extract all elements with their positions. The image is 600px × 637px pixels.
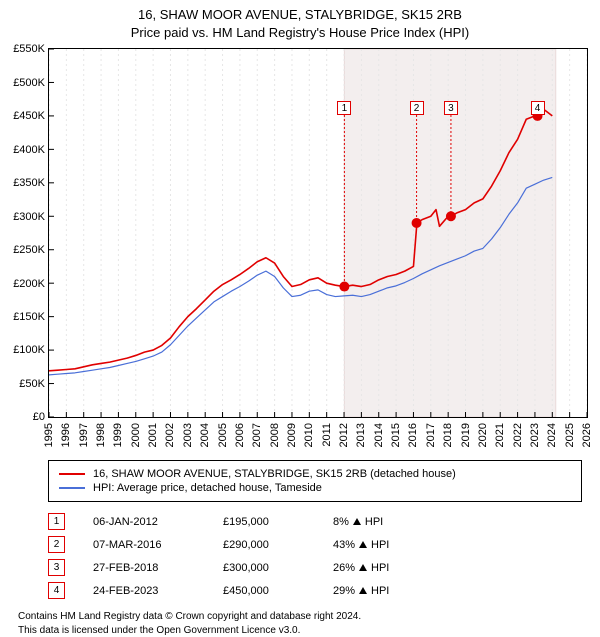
x-axis-label: 2026 (581, 417, 593, 447)
x-axis-label: 2006 (234, 417, 246, 447)
x-axis-label: 2015 (390, 417, 402, 447)
legend-swatch-blue (59, 487, 85, 489)
arrow-up-icon (359, 541, 367, 548)
sale-diff-pct: 43% (333, 539, 355, 551)
arrow-up-icon (353, 518, 361, 525)
legend-row: 16, SHAW MOOR AVENUE, STALYBRIDGE, SK15 … (59, 467, 571, 481)
y-axis-label: £550K (13, 43, 45, 55)
sale-date: 27-FEB-2018 (93, 562, 223, 574)
footer-line: This data is licensed under the Open Gov… (18, 624, 582, 637)
y-axis-label: £400K (13, 144, 45, 156)
header-address: 16, SHAW MOOR AVENUE, STALYBRIDGE, SK15 … (0, 6, 600, 24)
sale-price: £290,000 (223, 539, 333, 551)
sale-date: 24-FEB-2023 (93, 585, 223, 597)
y-axis-label: £50K (19, 378, 45, 390)
sale-marker-box: 3 (444, 101, 458, 115)
sale-number-box: 1 (48, 513, 65, 530)
sale-price: £450,000 (223, 585, 333, 597)
x-axis-label: 2002 (164, 417, 176, 447)
y-axis-label: £350K (13, 177, 45, 189)
x-axis-label: 2004 (199, 417, 211, 447)
arrow-up-icon (359, 587, 367, 594)
arrow-up-icon (359, 564, 367, 571)
legend-label: 16, SHAW MOOR AVENUE, STALYBRIDGE, SK15 … (93, 468, 456, 480)
chart-legend: 16, SHAW MOOR AVENUE, STALYBRIDGE, SK15 … (48, 460, 582, 502)
table-row: 3 27-FEB-2018 £300,000 26% HPI (48, 556, 582, 579)
x-axis-label: 2020 (477, 417, 489, 447)
y-axis-label: £300K (13, 211, 45, 223)
x-axis-label: 2012 (338, 417, 350, 447)
x-axis-label: 2009 (286, 417, 298, 447)
sale-diff: 8% HPI (333, 516, 383, 528)
x-axis-label: 2003 (182, 417, 194, 447)
sale-diff-suffix: HPI (371, 562, 389, 574)
sale-diff-pct: 29% (333, 585, 355, 597)
y-axis-label: £200K (13, 278, 45, 290)
y-axis-label: £250K (13, 244, 45, 256)
sale-number-box: 3 (48, 559, 65, 576)
chart-footer: Contains HM Land Registry data © Crown c… (18, 610, 582, 637)
sale-diff-pct: 26% (333, 562, 355, 574)
table-row: 1 06-JAN-2012 £195,000 8% HPI (48, 510, 582, 533)
table-row: 2 07-MAR-2016 £290,000 43% HPI (48, 533, 582, 556)
x-axis-label: 2013 (355, 417, 367, 447)
sale-diff: 26% HPI (333, 562, 389, 574)
sale-diff-suffix: HPI (371, 585, 389, 597)
footer-line: Contains HM Land Registry data © Crown c… (18, 610, 582, 624)
x-axis-label: 2018 (442, 417, 454, 447)
x-axis-label: 2010 (303, 417, 315, 447)
chart-header: 16, SHAW MOOR AVENUE, STALYBRIDGE, SK15 … (0, 0, 600, 42)
x-axis-label: 2014 (373, 417, 385, 447)
y-axis-label: £100K (13, 344, 45, 356)
x-axis-label: 2024 (546, 417, 558, 447)
sale-diff-pct: 8% (333, 516, 349, 528)
x-axis-label: 1995 (43, 417, 55, 447)
sale-marker-box: 4 (531, 101, 545, 115)
sale-date: 07-MAR-2016 (93, 539, 223, 551)
x-axis-label: 2022 (512, 417, 524, 447)
legend-label: HPI: Average price, detached house, Tame… (93, 482, 322, 494)
x-axis-label: 2000 (130, 417, 142, 447)
table-row: 4 24-FEB-2023 £450,000 29% HPI (48, 579, 582, 602)
sale-diff: 29% HPI (333, 585, 389, 597)
sale-number-box: 4 (48, 582, 65, 599)
legend-row: HPI: Average price, detached house, Tame… (59, 481, 571, 495)
chart-plot-area: 1234£0£50K£100K£150K£200K£250K£300K£350K… (48, 48, 588, 418)
sale-price: £300,000 (223, 562, 333, 574)
legend-swatch-red (59, 473, 85, 475)
y-axis-label: £500K (13, 77, 45, 89)
sale-marker-box: 2 (410, 101, 424, 115)
sales-table: 1 06-JAN-2012 £195,000 8% HPI 2 07-MAR-2… (48, 510, 582, 602)
x-axis-label: 2011 (321, 417, 333, 447)
x-axis-label: 2017 (425, 417, 437, 447)
x-axis-label: 1997 (78, 417, 90, 447)
x-axis-label: 1998 (95, 417, 107, 447)
x-axis-label: 2016 (407, 417, 419, 447)
x-axis-label: 2008 (269, 417, 281, 447)
x-axis-label: 2019 (460, 417, 472, 447)
x-axis-label: 2025 (564, 417, 576, 447)
x-axis-label: 1999 (112, 417, 124, 447)
sale-date: 06-JAN-2012 (93, 516, 223, 528)
chart-svg (49, 49, 587, 417)
x-axis-label: 2023 (529, 417, 541, 447)
sale-marker-box: 1 (337, 101, 351, 115)
x-axis-label: 2007 (251, 417, 263, 447)
sale-diff-suffix: HPI (365, 516, 383, 528)
sale-diff: 43% HPI (333, 539, 389, 551)
header-subtitle: Price paid vs. HM Land Registry's House … (0, 24, 600, 42)
x-axis-label: 1996 (60, 417, 72, 447)
x-axis-label: 2021 (494, 417, 506, 447)
x-axis-label: 2005 (217, 417, 229, 447)
sale-number-box: 2 (48, 536, 65, 553)
sale-diff-suffix: HPI (371, 539, 389, 551)
y-axis-label: £450K (13, 110, 45, 122)
y-axis-label: £150K (13, 311, 45, 323)
x-axis-label: 2001 (147, 417, 159, 447)
sale-price: £195,000 (223, 516, 333, 528)
